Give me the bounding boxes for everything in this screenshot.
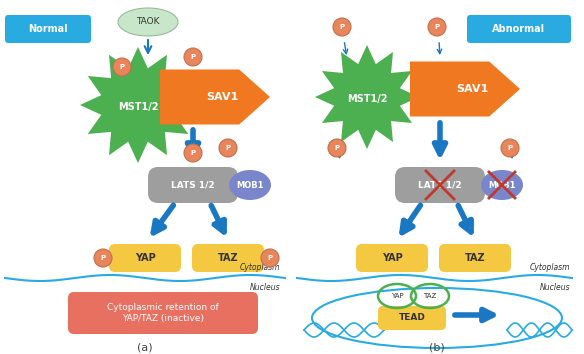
Text: P: P — [267, 255, 273, 261]
Circle shape — [94, 249, 112, 267]
Text: P: P — [190, 54, 196, 60]
FancyBboxPatch shape — [109, 244, 181, 272]
Circle shape — [333, 18, 351, 36]
Text: TAZ: TAZ — [218, 253, 238, 263]
Circle shape — [261, 249, 279, 267]
Text: Cytoplasmic retention of
YAP/TAZ (inactive): Cytoplasmic retention of YAP/TAZ (inacti… — [107, 303, 219, 324]
Text: Normal: Normal — [28, 24, 68, 34]
Text: YAP: YAP — [135, 253, 155, 263]
FancyBboxPatch shape — [467, 15, 571, 43]
Text: TAOK: TAOK — [136, 17, 160, 27]
Text: MST1/2: MST1/2 — [118, 102, 158, 112]
Ellipse shape — [481, 170, 523, 200]
Text: P: P — [225, 145, 231, 151]
Circle shape — [501, 139, 519, 157]
Text: MOB1: MOB1 — [237, 181, 264, 189]
Text: LATS 1/2: LATS 1/2 — [171, 181, 215, 189]
FancyBboxPatch shape — [378, 306, 446, 330]
Polygon shape — [315, 45, 419, 149]
Text: YAP: YAP — [381, 253, 402, 263]
Circle shape — [428, 18, 446, 36]
Text: P: P — [339, 24, 345, 30]
FancyBboxPatch shape — [395, 167, 485, 203]
FancyBboxPatch shape — [439, 244, 511, 272]
Text: SAV1: SAV1 — [206, 92, 238, 102]
FancyBboxPatch shape — [5, 15, 91, 43]
Text: P: P — [434, 24, 440, 30]
Text: Nucleus: Nucleus — [540, 283, 570, 292]
Text: Cytoplasm: Cytoplasm — [239, 263, 280, 272]
Text: Nucleus: Nucleus — [249, 283, 280, 292]
Circle shape — [219, 139, 237, 157]
Polygon shape — [160, 69, 270, 125]
FancyBboxPatch shape — [192, 244, 264, 272]
Text: (b): (b) — [429, 343, 445, 353]
Text: P: P — [190, 150, 196, 156]
Text: (a): (a) — [137, 343, 153, 353]
Text: MOB1: MOB1 — [488, 181, 516, 189]
Ellipse shape — [118, 8, 178, 36]
Text: TEAD: TEAD — [398, 314, 425, 322]
Polygon shape — [410, 62, 520, 116]
Text: P: P — [507, 145, 513, 151]
Text: Cytoplasm: Cytoplasm — [530, 263, 570, 272]
Polygon shape — [80, 47, 196, 163]
Text: P: P — [100, 255, 106, 261]
Text: LATS 1/2: LATS 1/2 — [418, 181, 462, 189]
Text: YAP: YAP — [391, 293, 404, 299]
FancyBboxPatch shape — [356, 244, 428, 272]
Circle shape — [328, 139, 346, 157]
Circle shape — [184, 144, 202, 162]
Text: TAZ: TAZ — [423, 293, 437, 299]
FancyBboxPatch shape — [148, 167, 238, 203]
Circle shape — [113, 58, 131, 76]
Text: P: P — [335, 145, 339, 151]
Text: P: P — [120, 64, 124, 70]
FancyBboxPatch shape — [68, 292, 258, 334]
Text: SAV1: SAV1 — [456, 84, 488, 94]
Circle shape — [184, 48, 202, 66]
Text: Abnormal: Abnormal — [492, 24, 545, 34]
Text: TAZ: TAZ — [465, 253, 485, 263]
Ellipse shape — [229, 170, 271, 200]
Text: MST1/2: MST1/2 — [347, 94, 387, 104]
